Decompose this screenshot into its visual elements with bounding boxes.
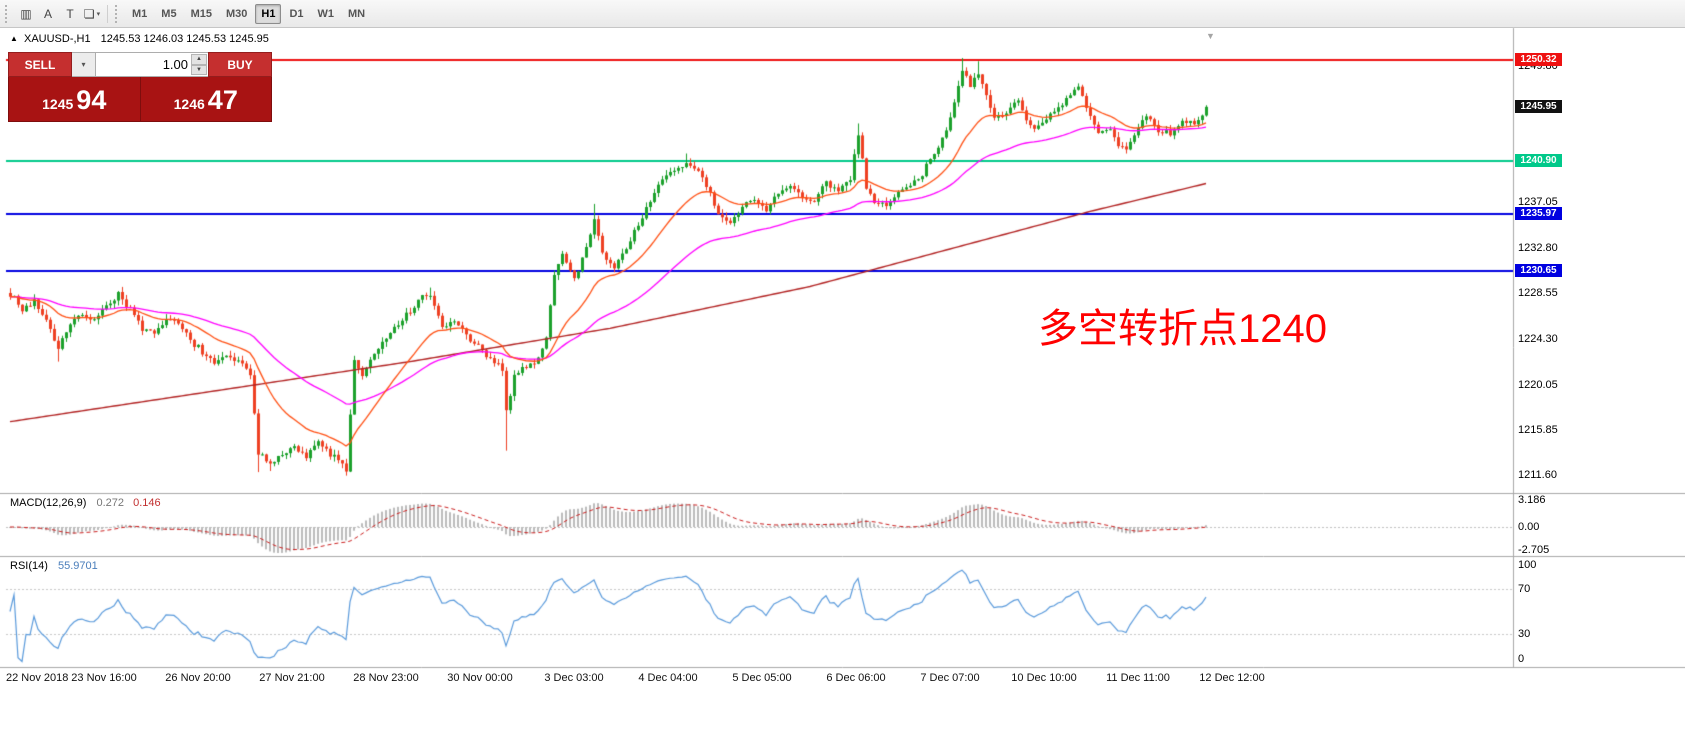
timeframe-button-m15[interactable]: M15 <box>185 4 218 24</box>
ask-pip-digits: 47 <box>207 85 238 115</box>
timeframe-button-w1[interactable]: W1 <box>312 4 341 24</box>
bid-main-digits: 1245 <box>42 96 74 112</box>
text-box-button[interactable]: T <box>59 3 81 25</box>
macd-title: MACD(12,26,9) <box>10 497 87 509</box>
lot-spinner: ▲ ▼ <box>191 54 207 75</box>
price-axis-tick: 1237.05 <box>1518 196 1558 209</box>
toolbar-icons: ▥ A T ❏ ▾ <box>15 3 103 25</box>
chart-annotation[interactable]: 多空转折点1240 <box>1038 307 1327 351</box>
chart-shift-marker[interactable]: ▼ <box>1206 31 1215 41</box>
rsi-axis-tick: 0 <box>1518 653 1525 665</box>
time-axis-label: 23 Nov 16:00 <box>71 672 137 684</box>
lot-decrease-button[interactable]: ▼ <box>191 64 207 75</box>
lot-dropdown-button[interactable]: ▾ <box>72 52 96 77</box>
timeframe-button-h1[interactable]: H1 <box>255 3 282 24</box>
timeframe-button-d1[interactable]: D1 <box>283 4 309 24</box>
time-axis-label: 6 Dec 06:00 <box>826 672 886 684</box>
time-axis-label: 10 Dec 10:00 <box>1011 672 1077 684</box>
time-axis-label: 26 Nov 20:00 <box>165 672 231 684</box>
chart-ohlc-header: ▲ XAUUSD-,H1 1245.53 1246.03 1245.53 124… <box>10 33 269 45</box>
rsi-axis-tick: 100 <box>1518 559 1537 571</box>
rsi-header: RSI(14) 55.9701 <box>10 560 98 572</box>
time-axis-label: 11 Dec 11:00 <box>1106 672 1170 684</box>
trade-widget-quotes-row: 1245 94 1246 47 <box>8 77 272 122</box>
toolbar-drag-handle[interactable] <box>115 4 122 23</box>
bid-price[interactable]: 1245 94 <box>9 77 140 121</box>
macd-axis-tick: -2.705 <box>1518 543 1550 556</box>
trade-widget-controls-row: SELL ▾ ▲ ▼ BUY <box>8 52 272 77</box>
price-level-badge: 1240.90 <box>1515 154 1562 167</box>
price-axis[interactable] <box>1513 28 1685 667</box>
price-axis-tick: 1215.85 <box>1518 423 1558 436</box>
price-level-badge: 1230.65 <box>1515 264 1562 277</box>
time-axis-label: 5 Dec 05:00 <box>732 672 792 684</box>
lot-size-input[interactable] <box>96 53 208 76</box>
text-annotation-icon: A <box>43 6 52 21</box>
ask-main-digits: 1246 <box>173 96 205 112</box>
text-box-icon: T <box>66 6 74 21</box>
text-annotation-button[interactable]: A <box>37 3 59 25</box>
buy-button-label: BUY <box>227 57 253 72</box>
one-click-trade-widget: SELL ▾ ▲ ▼ BUY <box>8 52 272 122</box>
ask-price[interactable]: 1246 47 <box>141 77 272 121</box>
chart-ohlc-values: 1245.53 1246.03 1245.53 1245.95 <box>100 33 269 45</box>
dropdown-arrow-icon: ▾ <box>81 60 86 69</box>
price-level-badge: 1245.95 <box>1515 100 1562 113</box>
dropdown-arrow-icon: ▾ <box>96 10 101 18</box>
time-axis-label: 27 Nov 21:00 <box>259 672 325 684</box>
timeframe-button-m5[interactable]: M5 <box>155 4 182 24</box>
toolbar-separator <box>107 4 108 23</box>
time-axis-label: 4 Dec 04:00 <box>638 672 698 684</box>
time-axis-label: 7 Dec 07:00 <box>920 672 980 684</box>
sell-button-label: SELL <box>24 57 56 72</box>
objects-button[interactable]: ❏ ▾ <box>81 3 103 25</box>
quote-divider <box>139 77 141 121</box>
rsi-axis-tick: 70 <box>1518 583 1531 596</box>
price-axis-tick: 1224.30 <box>1518 333 1558 346</box>
rsi-title: RSI(14) <box>10 560 48 572</box>
time-axis-label: 3 Dec 03:00 <box>544 672 604 684</box>
timeframe-button-m30[interactable]: M30 <box>220 4 253 24</box>
price-direction-arrow-icon: ▲ <box>10 34 18 43</box>
price-axis-tick: 1232.80 <box>1518 241 1558 254</box>
chart-symbol-period: XAUUSD-,H1 <box>23 33 91 45</box>
timeframe-buttons: M1 M5 M15 M30 H1 D1 W1 MN <box>125 3 372 24</box>
toolbar-drag-handle[interactable] <box>5 4 12 23</box>
price-axis-tick: 1220.05 <box>1518 378 1558 391</box>
charts-grid-icon: ▥ <box>20 6 32 21</box>
rsi-value: 55.9701 <box>57 560 98 572</box>
time-axis-label: 30 Nov 00:00 <box>447 672 513 684</box>
charts-grid-button[interactable]: ▥ <box>15 3 37 25</box>
bid-pip-digits: 94 <box>76 85 107 115</box>
lot-increase-button[interactable]: ▲ <box>191 54 207 65</box>
rsi-axis-tick: 30 <box>1518 627 1531 640</box>
timeframe-button-mn[interactable]: MN <box>342 4 371 24</box>
macd-header: MACD(12,26,9) 0.272 0.146 <box>10 497 161 509</box>
spinner-down-icon: ▼ <box>196 66 202 73</box>
buy-button[interactable]: BUY <box>208 52 272 77</box>
top-toolbar: ▥ A T ❏ ▾ M1 M5 M15 M30 H1 D1 W1 MN <box>0 0 1685 28</box>
time-axis-label: 28 Nov 23:00 <box>353 672 419 684</box>
price-level-badge: 1250.32 <box>1515 53 1562 66</box>
macd-axis-tick: 3.186 <box>1518 494 1546 507</box>
spinner-up-icon: ▲ <box>196 56 202 63</box>
objects-icon: ❏ <box>83 6 95 21</box>
macd-main-value: 0.272 <box>96 497 125 509</box>
price-axis-tick: 1228.55 <box>1518 287 1558 300</box>
macd-signal-value: 0.146 <box>133 497 161 509</box>
macd-axis-tick: 0.00 <box>1518 521 1540 533</box>
lot-field-wrap: ▲ ▼ <box>96 52 208 77</box>
time-axis-label: 12 Dec 12:00 <box>1199 672 1265 684</box>
timeframe-button-m1[interactable]: M1 <box>126 4 153 24</box>
time-axis[interactable] <box>0 668 1513 700</box>
time-axis-label: 22 Nov 2018 <box>6 672 69 684</box>
sell-button[interactable]: SELL <box>8 52 72 77</box>
price-level-badge: 1235.97 <box>1515 207 1562 220</box>
price-axis-tick: 1211.60 <box>1518 469 1557 482</box>
